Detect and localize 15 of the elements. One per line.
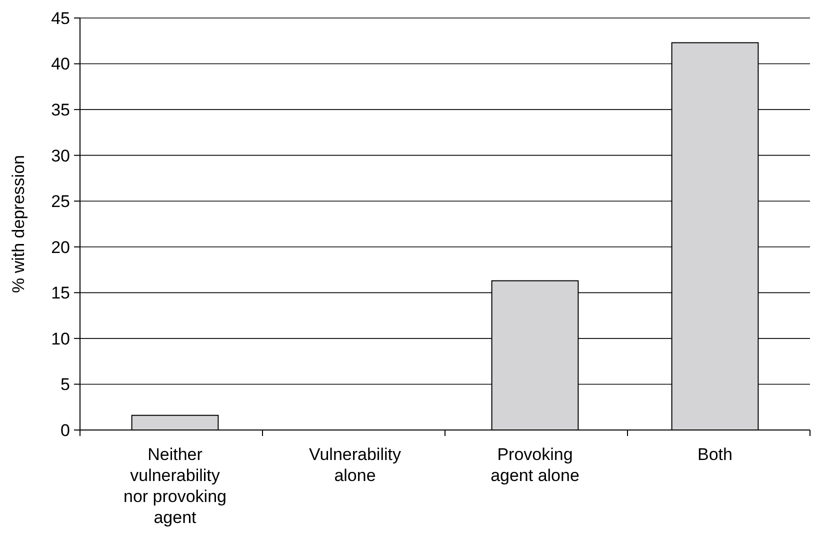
x-tick-label: Vulnerability alone bbox=[309, 445, 402, 485]
y-tick-label: 10 bbox=[51, 329, 70, 348]
y-tick-label: 0 bbox=[60, 420, 70, 440]
y-tick-label: 5 bbox=[60, 375, 70, 394]
x-tick-label: Neither vulnerability nor provoking agent bbox=[123, 445, 227, 527]
x-tick-label: Provoking agent alone bbox=[490, 445, 580, 485]
y-tick-label: 20 bbox=[51, 238, 70, 257]
y-tick-label: 15 bbox=[51, 284, 70, 303]
y-tick-label: 25 bbox=[51, 192, 70, 212]
y-tick-label: 45 bbox=[51, 8, 70, 28]
y-tick-label: 40 bbox=[51, 54, 70, 74]
y-axis-title: % with depression bbox=[9, 155, 28, 293]
x-tick-label: Both bbox=[698, 445, 732, 464]
y-tick-label: 30 bbox=[51, 146, 70, 166]
y-tick-label: 35 bbox=[51, 100, 70, 120]
